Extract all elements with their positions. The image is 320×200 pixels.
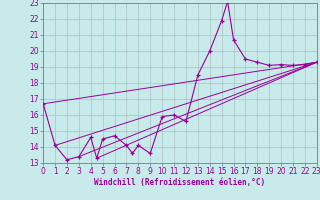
X-axis label: Windchill (Refroidissement éolien,°C): Windchill (Refroidissement éolien,°C) xyxy=(94,178,266,187)
